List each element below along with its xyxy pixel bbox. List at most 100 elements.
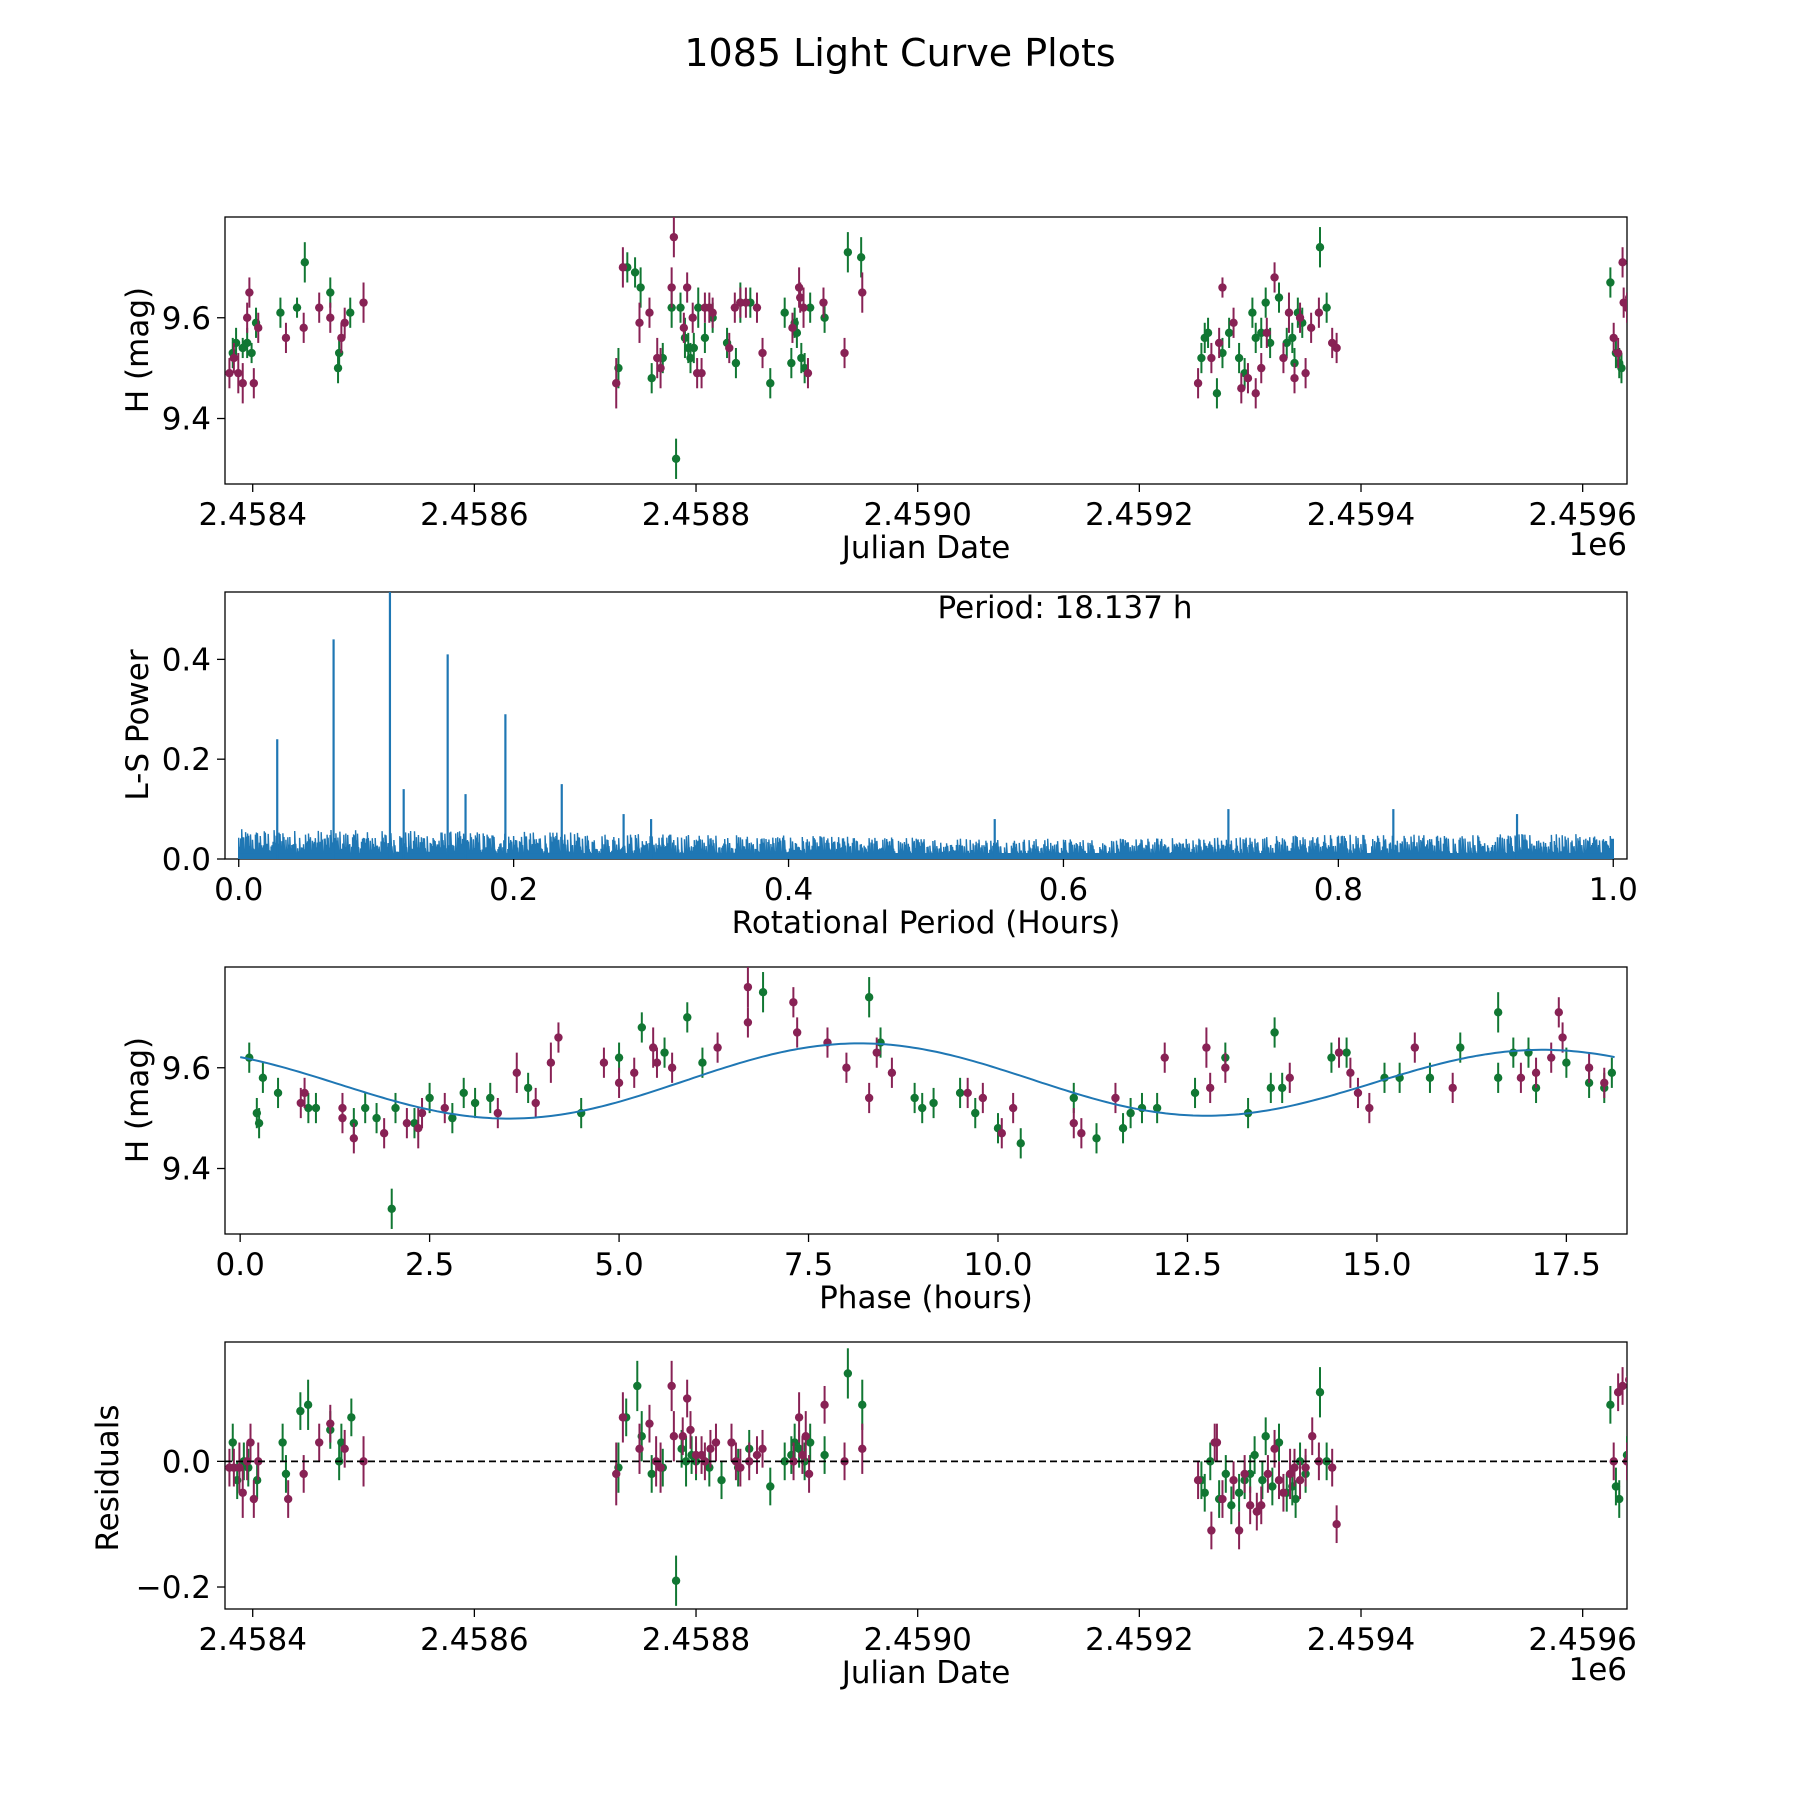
- data-point-purple: [711, 1438, 721, 1447]
- data-point-purple: [1257, 1501, 1266, 1510]
- data-point-purple: [963, 1088, 972, 1098]
- data-point-purple: [688, 313, 697, 322]
- data-point-green: [1342, 1048, 1351, 1057]
- data-point-green: [698, 1058, 707, 1067]
- data-point-purple: [803, 368, 813, 378]
- x-tick-label: 2.4588: [642, 1622, 750, 1658]
- x-tick-label: 0.6: [1039, 872, 1088, 908]
- data-point-purple: [706, 1444, 715, 1454]
- y-tick-label: 0.2: [162, 742, 211, 778]
- data-point-purple: [872, 1048, 881, 1057]
- data-point-purple: [1279, 1488, 1288, 1497]
- data-point-purple: [299, 1469, 308, 1479]
- data-point-purple: [1262, 328, 1272, 338]
- data-point-purple: [1295, 1476, 1305, 1485]
- data-point-green: [1606, 278, 1615, 287]
- data-point-purple: [713, 1043, 722, 1052]
- data-point-purple: [736, 1463, 745, 1472]
- data-point-green: [258, 1073, 268, 1083]
- data-point-purple: [546, 1058, 556, 1067]
- data-point-green: [1197, 353, 1206, 363]
- data-point-purple: [1240, 1469, 1249, 1479]
- data-point-purple: [1008, 1103, 1018, 1113]
- x-tick-label: 12.5: [1153, 1247, 1222, 1283]
- markers-periodogram: [238, 592, 1614, 859]
- x-tick-label: 2.4596: [1528, 1622, 1636, 1658]
- data-point-purple: [730, 303, 740, 312]
- markers-lightcurve: [225, 217, 1627, 479]
- x-tick-label: 2.4590: [863, 1622, 971, 1658]
- data-point-purple: [315, 1438, 324, 1447]
- data-point-green: [1288, 333, 1297, 343]
- data-point-green: [470, 1098, 480, 1108]
- data-point-green: [281, 1469, 291, 1479]
- data-point-green: [843, 248, 853, 257]
- data-point-green: [1258, 1476, 1267, 1485]
- data-point-purple: [340, 318, 349, 327]
- data-point-purple: [1625, 294, 1627, 302]
- data-point-purple: [234, 368, 243, 378]
- data-point-purple: [743, 1018, 753, 1027]
- data-point-green: [694, 303, 703, 312]
- data-point-green: [797, 353, 806, 363]
- data-point-purple: [1207, 1526, 1216, 1535]
- data-point-purple: [337, 333, 346, 343]
- x-tick-label: 0.0: [214, 872, 263, 908]
- data-point-purple: [1622, 303, 1627, 312]
- data-point-purple: [788, 323, 797, 333]
- data-point-purple: [1308, 1432, 1317, 1441]
- data-point-purple: [531, 1098, 540, 1108]
- data-point-green: [647, 374, 656, 383]
- data-point-purple: [618, 1413, 628, 1422]
- x-tick-label: 0.2: [489, 872, 538, 908]
- data-point-purple: [645, 1419, 654, 1428]
- data-point-purple: [727, 1438, 736, 1447]
- data-point-purple: [1221, 1063, 1230, 1072]
- data-point-green: [448, 1113, 457, 1123]
- data-point-purple: [1252, 1507, 1262, 1516]
- data-point-purple: [300, 1088, 309, 1098]
- data-point-purple: [725, 343, 734, 353]
- x-tick-label: 2.4594: [1307, 497, 1415, 533]
- x-tick-label: 2.4588: [642, 497, 750, 533]
- data-point-green: [843, 1369, 853, 1378]
- data-point-green: [1251, 333, 1260, 343]
- xlabel-residuals: Julian Date: [840, 1655, 1011, 1691]
- data-point-green: [1493, 1008, 1503, 1017]
- data-point-green: [1152, 1103, 1162, 1113]
- data-point-green: [1274, 293, 1284, 302]
- x-tick-label: 2.4592: [1085, 497, 1193, 533]
- data-point-green: [311, 1103, 321, 1113]
- data-point-green: [1315, 243, 1325, 252]
- data-point-purple: [1448, 1083, 1457, 1093]
- data-point-purple: [225, 368, 234, 378]
- data-point-green: [1126, 1108, 1135, 1118]
- xlabel-lightcurve: Julian Date: [840, 530, 1011, 566]
- data-point-purple: [1279, 353, 1288, 363]
- data-point-purple: [758, 348, 767, 358]
- xticks-lightcurve: 2.4584 2.4586 2.4588 2.4590 2.4592 2.4594 2.45…: [198, 484, 1637, 533]
- y-tick-label: 9.4: [162, 1152, 211, 1188]
- data-point-purple: [789, 998, 798, 1007]
- data-point-purple: [1218, 1494, 1227, 1504]
- data-point-green: [337, 1438, 346, 1447]
- data-point-green: [1265, 338, 1275, 348]
- plot-area-periodogram: [224, 591, 1628, 860]
- data-point-purple: [1214, 338, 1224, 348]
- data-point-purple: [667, 1381, 676, 1391]
- data-point-purple: [1295, 313, 1305, 322]
- data-point-purple: [1270, 273, 1279, 282]
- data-point-purple: [1613, 348, 1623, 358]
- data-point-green: [1248, 308, 1257, 317]
- data-point-purple: [864, 1093, 874, 1103]
- data-point-purple: [235, 1463, 244, 1472]
- y-tick-label: 0.4: [162, 642, 211, 678]
- data-point-green: [459, 1088, 468, 1098]
- data-point-purple: [820, 1400, 829, 1410]
- yticks-periodogram: 0.0 0.2 0.4: [162, 642, 225, 878]
- data-point-green: [955, 1088, 965, 1098]
- data-point-green: [300, 258, 309, 267]
- data-point-purple: [1229, 1476, 1238, 1485]
- x-tick-label: 17.5: [1532, 1247, 1601, 1283]
- data-point-purple: [1327, 1463, 1337, 1472]
